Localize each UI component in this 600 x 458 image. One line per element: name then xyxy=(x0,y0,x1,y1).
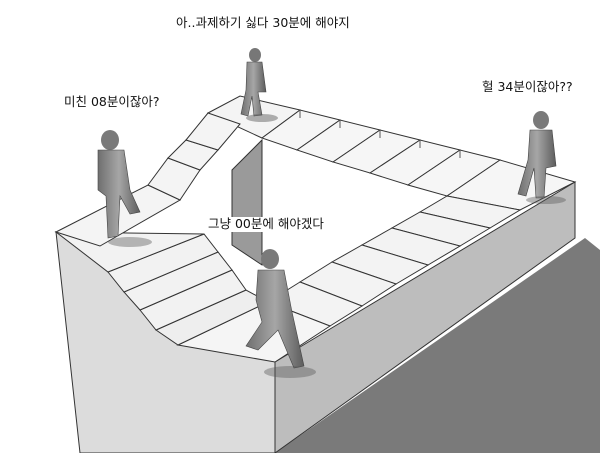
block-shadow xyxy=(275,238,600,453)
right-flight xyxy=(266,195,522,327)
figure-left xyxy=(97,130,152,247)
figure-right xyxy=(517,111,566,204)
caption-right-figure: 헐 34분이잖아?? xyxy=(482,79,573,94)
right-wall xyxy=(274,181,576,454)
left-front-flight xyxy=(54,231,270,346)
left-back-flight xyxy=(54,112,241,247)
figure-top xyxy=(240,48,278,122)
caption-front-figure: 그냥 00분에 해야겠다 xyxy=(207,216,325,232)
inner-well xyxy=(231,138,263,266)
caption-left-figure: 미친 08분이잖아? xyxy=(64,94,160,109)
riser-lines xyxy=(299,110,461,158)
figure-front xyxy=(245,249,316,378)
caption-top-figure: 아..과제하기 싫다 30분에 해야지 xyxy=(176,15,350,30)
